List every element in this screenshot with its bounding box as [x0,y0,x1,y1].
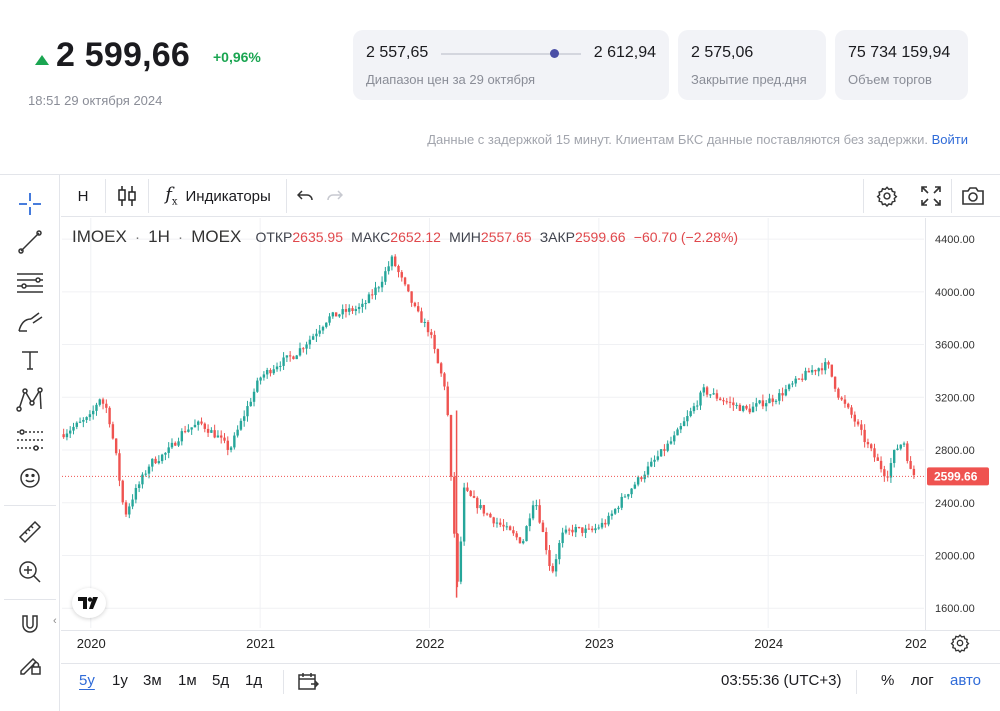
legend-close-label: ЗАКР [539,229,575,245]
tradingview-logo-icon [72,588,106,618]
legend-symbol: IMOEX [72,227,127,246]
pattern-tool-icon[interactable] [12,385,48,415]
price-up-arrow-icon [35,52,49,70]
legend-exchange: MOEX [191,227,242,246]
indicators-label: Индикаторы [185,187,271,205]
auto-scale-toggle[interactable]: авто [950,672,982,689]
range-high: 2 612,94 [593,44,656,61]
date-range-picker-icon[interactable] [297,672,320,697]
horizontal-lines-tool-icon[interactable] [12,267,48,297]
screenshot-camera-icon[interactable] [957,175,989,217]
chart-bottom-bar: 5y 1y 3м 1м 5д 1д 03:55:36 (UTC+3) % лог авто [61,663,1000,699]
zoom-in-tool-icon[interactable] [12,557,48,587]
delay-note-row: Данные с задержкой 15 минут. Клиентам БК… [427,132,968,147]
candles-type-icon[interactable] [109,175,145,217]
collapse-toolbar-icon[interactable]: ‹ [53,615,57,627]
series-legend: IMOEX · 1H · MOEX ОТКР2635.95 МАКС2652.1… [72,227,742,247]
lock-drawings-tool-icon[interactable] [12,649,48,679]
prev-close-card: 2 575,06 Закрытие пред.дня [678,30,826,100]
text-tool-icon[interactable] [12,345,48,375]
toolbar-separator [951,179,952,213]
log-scale-toggle[interactable]: лог [911,672,934,689]
legend-open-label: ОТКР [255,229,293,245]
range-label: Диапазон цен за 29 октября [366,72,536,87]
crosshair-tool-icon[interactable] [12,189,48,219]
trend-line-tool-icon[interactable] [12,227,48,257]
range-button-0[interactable]: 5y [79,672,95,689]
legend-close-value: 2599.66 [574,229,626,245]
volume-label: Объем торгов [848,72,932,87]
undo-icon[interactable] [291,175,319,217]
emoji-tool-icon[interactable] [12,463,48,493]
legend-high-value: 2652.12 [390,229,441,245]
ruler-tool-icon[interactable] [12,517,48,547]
range-button-5[interactable]: 1д [245,672,263,689]
range-marker [549,49,559,58]
toolbar-separator [105,179,106,213]
brush-tool-icon[interactable] [12,307,48,337]
range-button-3[interactable]: 1м [178,672,197,689]
delay-note: Данные с задержкой 15 минут. Клиентам БК… [427,132,928,147]
percent-scale-toggle[interactable]: % [881,672,895,689]
volume-value: 75 734 159,94 [848,44,951,61]
time-axis-divider [61,630,1000,631]
fib-tool-icon[interactable] [12,425,48,455]
toolbar-separator [148,179,149,213]
clock: 03:55:36 (UTC+3) [721,672,842,689]
price-axis-divider [925,218,926,630]
indicators-button[interactable]: fx Индикаторы [153,175,283,217]
legend-dot: · [134,229,140,246]
toolbar-separator [863,179,864,213]
drawing-toolbar: ‹ [0,175,60,711]
bottom-separator [856,670,857,694]
legend-open-value: 2635.95 [292,229,343,245]
chart-top-toolbar: H fx Индикаторы [61,175,1000,217]
settings-gear-icon[interactable] [871,175,903,217]
legend-low-value: 2557.65 [480,229,532,245]
legend-dot: · [178,229,184,246]
fullscreen-icon[interactable] [915,175,947,217]
range-button-2[interactable]: 3м [143,672,162,689]
range-button-1[interactable]: 1y [112,672,128,689]
tools-divider [4,505,56,506]
legend-change: −60.70 (−2.28%) [633,229,739,245]
login-link[interactable]: Войти [931,132,968,147]
magnet-tool-icon[interactable] [12,609,48,639]
volume-card: 75 734 159,94 Объем торгов [835,30,968,100]
range-track [441,53,581,55]
change-percent: +0,96% [213,49,261,65]
last-price: 2 599,66 [56,36,190,74]
fx-icon: fx [165,184,178,208]
range-separator [283,670,284,694]
interval-button[interactable]: H [77,187,89,205]
chart-widget: ‹ H fx Индикаторы [0,174,1000,711]
legend-high-label: МАКС [351,229,391,245]
timestamp: 18:51 29 октября 2024 [28,93,163,108]
prev-close-value: 2 575,06 [691,44,754,61]
day-range-card: 2 557,65 2 612,94 Диапазон цен за 29 окт… [353,30,669,100]
range-low: 2 557,65 [366,44,429,61]
legend-low-label: МИН [449,229,481,245]
range-button-4[interactable]: 5д [212,672,230,689]
redo-icon[interactable] [321,175,349,217]
toolbar-separator [286,179,287,213]
tools-divider-2 [4,599,56,600]
legend-interval: 1H [148,227,170,246]
prev-close-label: Закрытие пред.дня [691,72,807,87]
time-axis-settings-gear-icon[interactable] [950,633,970,658]
